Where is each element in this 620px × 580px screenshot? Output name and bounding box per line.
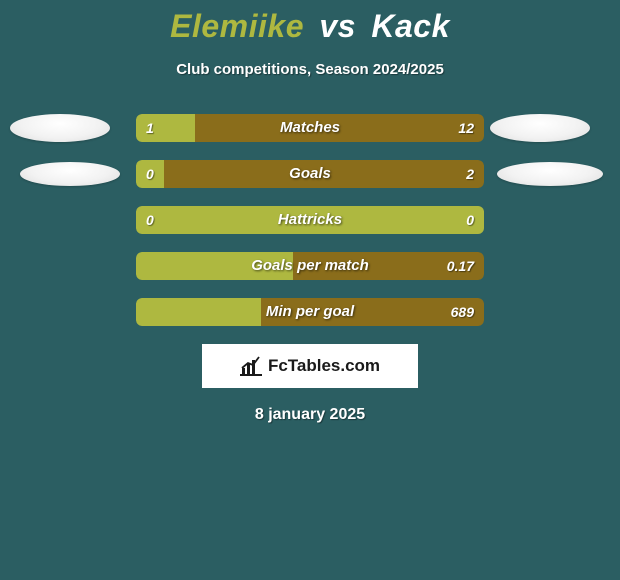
player-badge: [10, 114, 110, 142]
player-badge: [497, 162, 603, 186]
stat-row: 112Matches: [136, 114, 484, 142]
stat-row: 02Goals: [136, 160, 484, 188]
stat-row: 00Hattricks: [136, 206, 484, 234]
bar-left: [136, 252, 293, 280]
value-right: 0: [456, 206, 484, 234]
brand-text: FcTables.com: [268, 356, 380, 376]
player2-name: Kack: [371, 8, 450, 44]
bar-right: [164, 160, 484, 188]
brand-box: FcTables.com: [202, 344, 418, 388]
value-left: 1: [136, 114, 164, 142]
player1-name: Elemiike: [170, 8, 304, 44]
stat-row: 0.17Goals per match: [136, 252, 484, 280]
value-left: 0: [136, 206, 164, 234]
bar-left: [136, 206, 484, 234]
value-right: 689: [441, 298, 484, 326]
value-left: 0: [136, 160, 164, 188]
comparison-title: Elemiike vs Kack: [0, 0, 620, 45]
value-right: 12: [448, 114, 484, 142]
chart-area: 112Matches02Goals00Hattricks0.17Goals pe…: [0, 114, 620, 326]
player-badge: [20, 162, 120, 186]
bar-right: [195, 114, 484, 142]
stat-row: 689Min per goal: [136, 298, 484, 326]
value-right: 0.17: [437, 252, 484, 280]
bar-left: [136, 298, 261, 326]
subtitle: Club competitions, Season 2024/2025: [0, 61, 620, 78]
player-badge: [490, 114, 590, 142]
date: 8 january 2025: [0, 406, 620, 424]
value-right: 2: [456, 160, 484, 188]
chart-icon: [240, 356, 262, 376]
vs-text: vs: [319, 8, 356, 44]
